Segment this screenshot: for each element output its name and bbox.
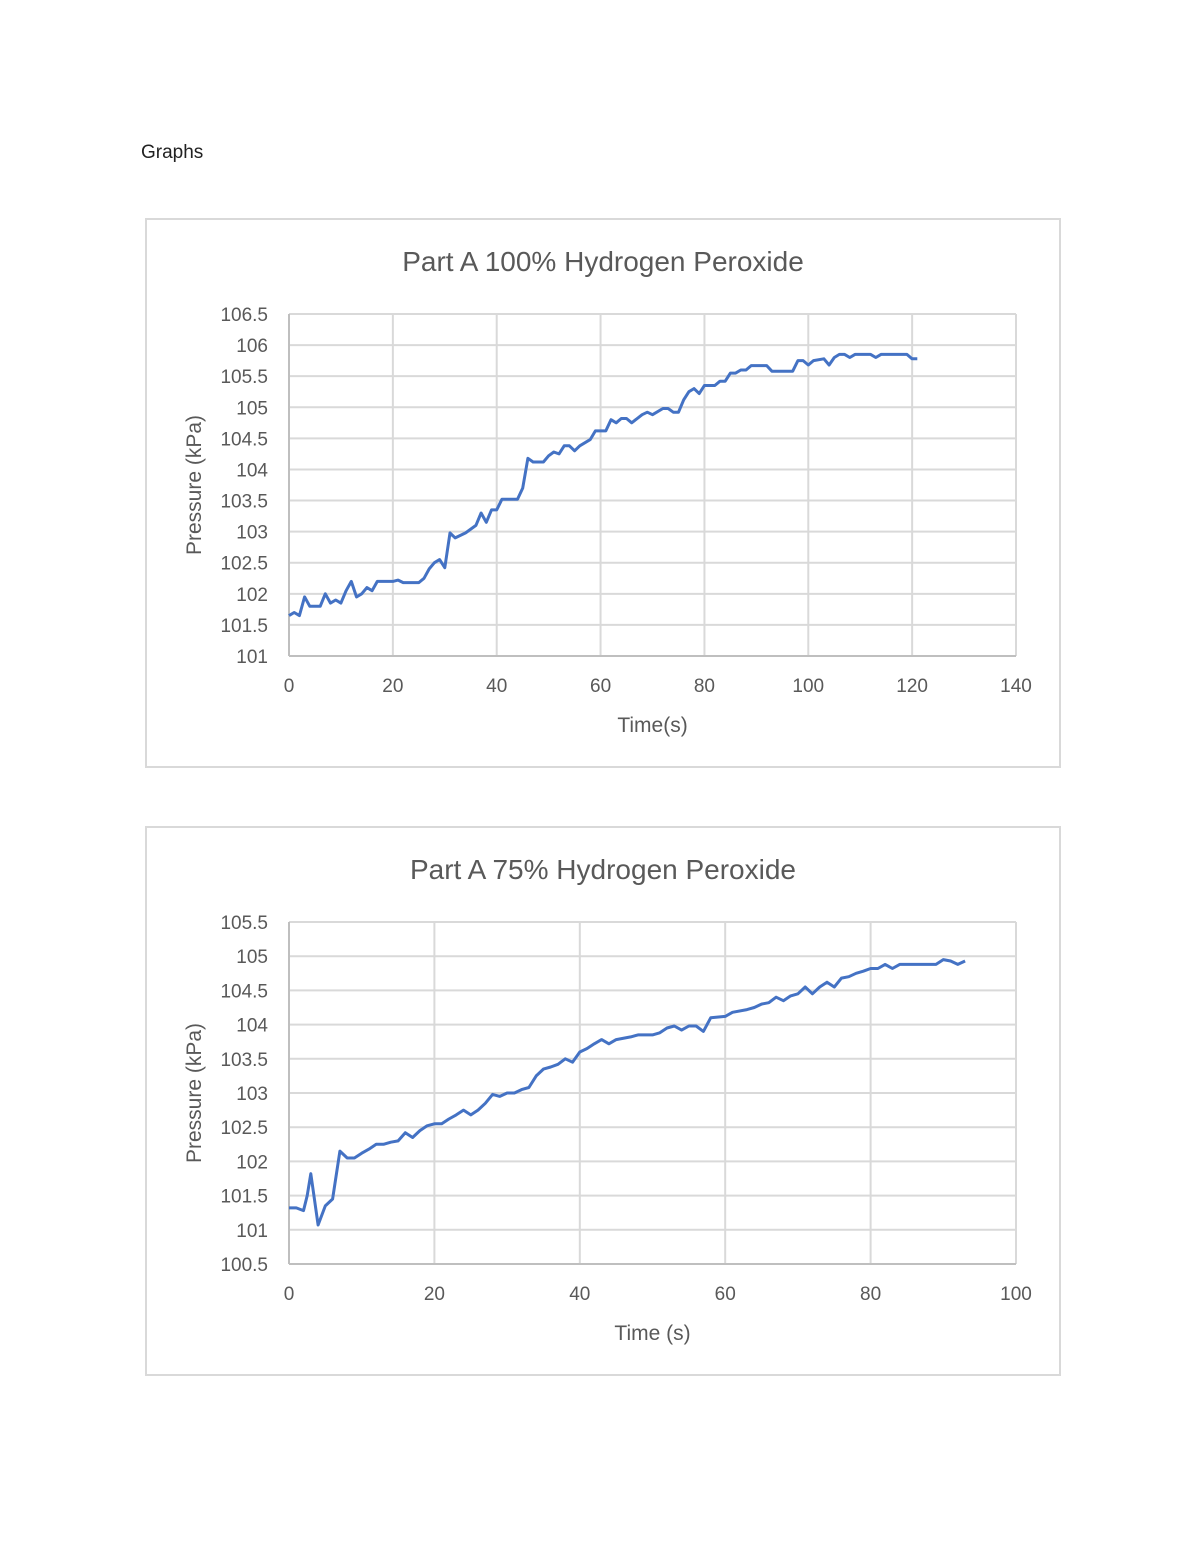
chart-title: Part A 100% Hydrogen Peroxide xyxy=(402,246,804,277)
x-axis-title: Time (s) xyxy=(614,1322,690,1345)
x-tick-label: 40 xyxy=(569,1284,590,1305)
y-tick-label: 104.5 xyxy=(220,981,268,1002)
x-tick-label: 80 xyxy=(694,676,715,697)
y-tick-label: 102.5 xyxy=(220,554,268,575)
x-tick-label: 20 xyxy=(424,1284,445,1305)
y-tick-label: 101 xyxy=(236,1221,268,1242)
y-tick-label: 101 xyxy=(236,647,268,668)
y-tick-label: 104.5 xyxy=(220,429,268,450)
y-tick-label: 105 xyxy=(236,947,268,968)
chart-100-percent: Part A 100% Hydrogen Peroxide 101 101.5 102… xyxy=(145,218,1061,768)
y-tick-label: 103 xyxy=(236,1084,268,1105)
x-tick-label: 40 xyxy=(486,676,507,697)
y-tick-label: 105 xyxy=(236,398,268,419)
y-tick-label: 104 xyxy=(236,1016,268,1037)
y-axis-title: Pressure (kPa) xyxy=(183,1023,206,1163)
document-heading: Graphs xyxy=(141,142,204,163)
y-tick-label: 101.5 xyxy=(220,616,268,637)
y-tick-label: 101.5 xyxy=(220,1187,268,1208)
y-tick-label: 102.5 xyxy=(220,1118,268,1139)
y-tick-label: 103.5 xyxy=(220,1050,268,1071)
x-tick-label: 140 xyxy=(1000,676,1032,697)
x-tick-label: 60 xyxy=(590,676,611,697)
chart-title: Part A 75% Hydrogen Peroxide xyxy=(410,854,796,885)
pressure-series-line xyxy=(288,352,918,618)
x-tick-label: 100 xyxy=(792,676,824,697)
x-tick-label: 100 xyxy=(1000,1284,1032,1305)
x-tick-label: 0 xyxy=(284,1284,295,1305)
x-axis-title: Time(s) xyxy=(617,714,687,737)
x-tick-label: 20 xyxy=(382,676,403,697)
y-tick-label: 106 xyxy=(236,336,268,357)
y-tick-label: 105.5 xyxy=(220,367,268,388)
x-tick-label: 60 xyxy=(715,1284,736,1305)
y-tick-label: 103.5 xyxy=(220,492,268,513)
y-tick-label: 102 xyxy=(236,585,268,606)
y-tick-label: 105.5 xyxy=(220,913,268,934)
y-tick-label: 102 xyxy=(236,1152,268,1173)
chart-svg: Part A 100% Hydrogen Peroxide 101 101.5 102… xyxy=(183,246,1032,737)
y-tick-label: 103 xyxy=(236,523,268,544)
x-tick-label: 120 xyxy=(896,676,928,697)
y-tick-label: 100.5 xyxy=(220,1255,268,1276)
x-tick-label: 80 xyxy=(860,1284,881,1305)
y-tick-label: 106.5 xyxy=(220,305,268,326)
chart-75-percent: Part A 75% Hydrogen Peroxide 100.5 101 101.… xyxy=(145,826,1061,1376)
y-tick-label: 104 xyxy=(236,460,268,481)
y-axis-title: Pressure (kPa) xyxy=(183,415,206,555)
pressure-series-line xyxy=(289,958,966,1227)
chart-svg: Part A 75% Hydrogen Peroxide 100.5 101 101.… xyxy=(183,854,1032,1345)
x-tick-label: 0 xyxy=(284,676,295,697)
